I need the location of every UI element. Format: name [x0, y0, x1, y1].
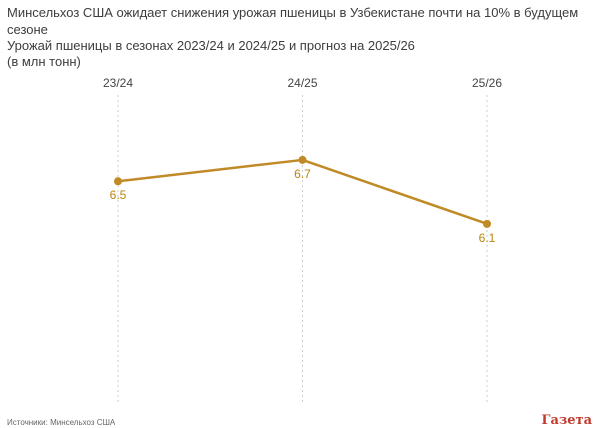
source-note: Источники: Минсельхоз США [7, 418, 116, 427]
chart-subtitle: Урожай пшеницы в сезонах 2023/24 и 2024/… [7, 38, 415, 70]
data-label-25-26: 6.1 [479, 231, 496, 245]
chart-title: Минсельхоз США ожидает снижения урожая п… [7, 5, 579, 37]
x-tick-label-23-24: 23/24 [103, 76, 133, 90]
data-label-24-25: 6.7 [294, 167, 311, 181]
x-tick-label-25-26: 25/26 [472, 76, 502, 90]
x-tick-label-24-25: 24/25 [287, 76, 317, 90]
publisher-logo: Газета [541, 413, 592, 428]
data-point-24-25 [298, 155, 307, 164]
subtitle-line-2: (в млн тонн) [7, 54, 81, 69]
data-point-23-24 [114, 177, 122, 186]
subtitle-line-1: Урожай пшеницы в сезонах 2023/24 и 2024/… [7, 38, 415, 53]
data-point-25-26 [483, 219, 491, 228]
data-label-23-24: 6.5 [110, 188, 127, 202]
